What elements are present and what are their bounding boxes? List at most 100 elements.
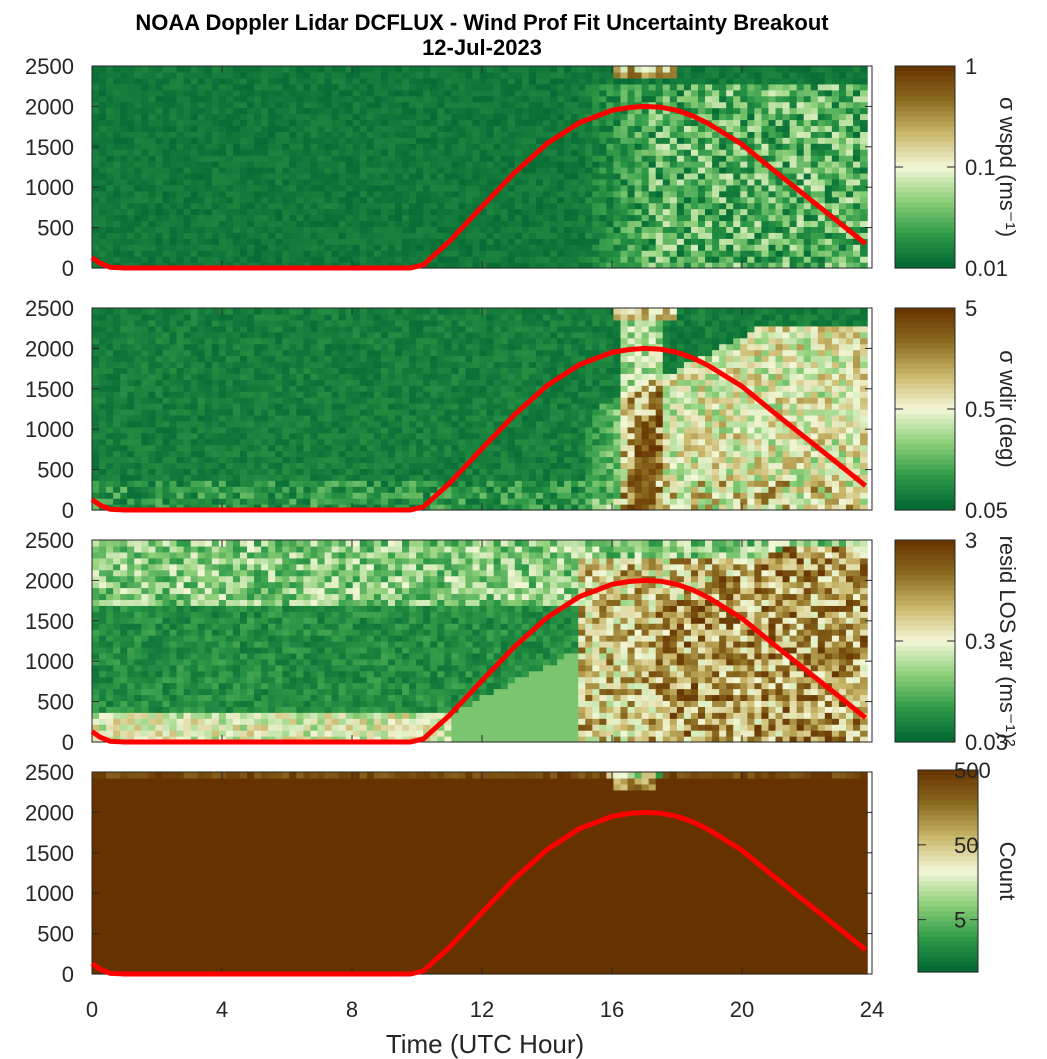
heatmap-cell bbox=[289, 172, 297, 180]
heatmap-cell bbox=[303, 119, 312, 127]
heatmap-cell bbox=[627, 238, 636, 245]
heatmap-cell bbox=[113, 498, 121, 505]
heatmap-cell bbox=[359, 196, 368, 204]
heatmap-cell bbox=[275, 331, 283, 339]
heatmap-cell bbox=[641, 83, 650, 91]
heatmap-cell bbox=[831, 83, 840, 91]
heatmap-cell bbox=[535, 107, 544, 115]
heatmap-cell bbox=[430, 83, 438, 91]
heatmap-cell bbox=[310, 474, 319, 481]
heatmap-cell bbox=[486, 107, 495, 115]
heatmap-cell bbox=[655, 131, 664, 138]
heatmap-cell bbox=[331, 262, 340, 269]
heatmap-cell bbox=[437, 137, 445, 144]
heatmap-cell bbox=[127, 343, 135, 351]
heatmap-cell bbox=[176, 71, 185, 79]
heatmap-cell bbox=[296, 397, 304, 404]
heatmap-cell bbox=[359, 220, 368, 228]
heatmap-cell bbox=[268, 462, 276, 470]
heatmap-cell bbox=[176, 143, 185, 150]
heatmap-cell bbox=[92, 77, 100, 85]
heatmap-cell bbox=[211, 214, 220, 222]
heatmap-cell bbox=[162, 379, 171, 386]
heatmap-cell bbox=[373, 113, 382, 121]
heatmap-cell bbox=[303, 196, 312, 204]
heatmap-cell bbox=[451, 131, 460, 138]
heatmap-cell bbox=[211, 403, 220, 410]
heatmap-cell bbox=[782, 226, 791, 233]
heatmap-cell bbox=[479, 125, 488, 132]
heatmap-cell bbox=[500, 77, 509, 85]
heatmap-cell bbox=[176, 214, 185, 222]
heatmap-cell bbox=[247, 196, 255, 204]
heatmap-cell bbox=[620, 167, 629, 174]
heatmap-cell bbox=[416, 238, 424, 245]
heatmap-cell bbox=[521, 149, 530, 156]
heatmap-cell bbox=[430, 71, 438, 79]
heatmap-cell bbox=[148, 349, 157, 357]
heatmap-cell bbox=[465, 95, 474, 103]
heatmap-cell bbox=[197, 409, 206, 416]
heatmap-cell bbox=[465, 202, 474, 210]
heatmap-cell bbox=[268, 250, 276, 257]
heatmap-cell bbox=[733, 238, 741, 245]
heatmap-cell bbox=[331, 149, 340, 156]
heatmap-cell bbox=[225, 149, 234, 156]
heatmap-cell bbox=[796, 71, 805, 79]
heatmap-cell bbox=[817, 184, 826, 192]
heatmap-cell bbox=[289, 313, 297, 321]
heatmap-cell bbox=[134, 250, 142, 257]
heatmap-cell bbox=[444, 71, 452, 79]
heatmap-cell bbox=[190, 178, 199, 186]
heatmap-cell bbox=[141, 95, 149, 103]
heatmap-cell bbox=[169, 361, 178, 369]
heatmap-cell bbox=[535, 161, 544, 168]
heatmap-cell bbox=[317, 184, 326, 192]
heatmap-cell bbox=[500, 119, 509, 127]
heatmap-cell bbox=[261, 480, 269, 487]
heatmap-cell bbox=[655, 256, 664, 263]
heatmap-cell bbox=[366, 167, 375, 174]
heatmap-cell bbox=[261, 468, 269, 475]
heatmap-cell bbox=[775, 190, 784, 198]
colorbar-wspd: 10.10.01σ wspd (ms⁻¹) bbox=[894, 54, 1020, 281]
heatmap-cell bbox=[239, 331, 248, 339]
heatmap-cell bbox=[451, 95, 460, 103]
heatmap-cell bbox=[507, 119, 516, 127]
heatmap-cell bbox=[486, 172, 495, 180]
heatmap-cell bbox=[500, 71, 509, 79]
heatmap-cell bbox=[655, 107, 664, 115]
heatmap-cell bbox=[190, 331, 199, 339]
heatmap-cell bbox=[113, 172, 121, 180]
heatmap-cell bbox=[218, 256, 227, 263]
heatmap-cell bbox=[218, 172, 227, 180]
heatmap-cell bbox=[162, 444, 171, 452]
heatmap-cell bbox=[479, 232, 488, 239]
heatmap-cell bbox=[218, 313, 227, 321]
heatmap-cell bbox=[719, 262, 727, 269]
heatmap-cell bbox=[423, 172, 431, 180]
heatmap-cell bbox=[698, 220, 706, 228]
heatmap-cell bbox=[113, 178, 121, 186]
heatmap-cell bbox=[796, 220, 805, 228]
heatmap-cell bbox=[754, 77, 763, 85]
heatmap-cell bbox=[275, 325, 283, 333]
heatmap-cell bbox=[845, 184, 854, 192]
heatmap-cell bbox=[352, 256, 361, 263]
heatmap-cell bbox=[211, 456, 220, 464]
heatmap-cell bbox=[479, 155, 488, 162]
heatmap-cell bbox=[338, 226, 347, 233]
heatmap-cell bbox=[423, 202, 431, 210]
heatmap-cell bbox=[733, 232, 741, 239]
heatmap-cell bbox=[641, 143, 650, 150]
heatmap-cell bbox=[324, 184, 333, 192]
heatmap-cell bbox=[620, 190, 629, 198]
heatmap-cell bbox=[395, 155, 403, 162]
heatmap-cell bbox=[550, 220, 558, 228]
heatmap-cell bbox=[331, 178, 340, 186]
heatmap-cell bbox=[648, 184, 657, 192]
heatmap-cell bbox=[571, 95, 579, 103]
heatmap-cell bbox=[197, 161, 206, 168]
heatmap-cell bbox=[282, 83, 290, 91]
heatmap-cell bbox=[92, 313, 100, 321]
